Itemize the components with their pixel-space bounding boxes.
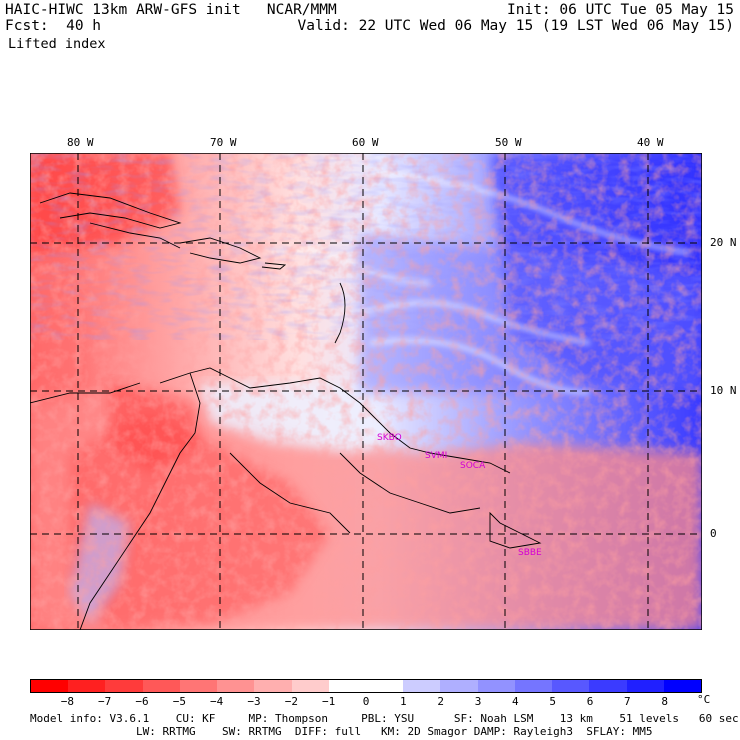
colorbar-tick-label: −8 [60,695,74,708]
colorbar-tick-label: −6 [135,695,149,708]
colorbar-swatch [440,680,478,692]
colorbar-swatch [477,680,515,692]
lon-label-50w: 50 W [495,136,522,149]
station-label: SOCA [460,461,486,471]
lon-label-70w: 70 W [210,136,237,149]
colorbar-swatch [626,680,664,692]
colorbar-tick-label: −3 [247,695,261,708]
colorbar-tick-label: 5 [549,695,556,708]
colorbar-tick-label: 3 [474,695,482,708]
colorbar-swatch [589,680,627,692]
colorbar-swatch [365,680,404,692]
colorbar-tick-label: 7 [624,695,631,708]
station-label: SBBE [518,548,542,558]
colorbar-tick-label: 1 [400,695,407,708]
colorbar-swatch [217,680,255,692]
colorbar-swatch [105,680,143,692]
colorbar-swatch [291,680,329,692]
product-title: HAIC-HIWC 13km ARW-GFS init NCAR/MMM [5,2,337,18]
lon-label-60w: 60 W [352,136,379,149]
colorbar-unit: °C [697,693,711,706]
colorbar-tick-label: 6 [586,695,594,708]
field-name: Lifted index [8,36,106,52]
colorbar-swatch [328,680,366,692]
lon-label-80w: 80 W [67,136,94,149]
forecast-hour: Fcst: 40 h [5,18,102,34]
lat-label-10n: 10 N [710,384,737,397]
colorbar-tick-label: 4 [512,695,519,708]
colorbar-tick-label: 8 [661,695,668,708]
colorbar-swatch [68,680,106,692]
lat-label-20n: 20 N [710,236,737,249]
colorbar [30,679,702,693]
colorbar-swatch [552,680,590,692]
model-info-line1: Model info: V3.6.1 CU: KF MP: Thompson P… [30,712,739,725]
colorbar-swatch [142,680,180,692]
colorbar-swatch [663,680,701,692]
colorbar-tick-label: −4 [210,695,224,708]
station-label: SVMI [425,451,447,461]
colorbar-tick-label: 2 [437,695,444,708]
colorbar-tick-label: −1 [322,695,336,708]
colorbar-tick-label: −5 [172,695,186,708]
colorbar-tick-label: −2 [284,695,298,708]
colorbar-swatch [179,680,218,692]
colorbar-swatch [254,680,292,692]
model-info-line2: LW: RRTMG SW: RRTMG DIFF: full KM: 2D Sm… [30,725,653,738]
station-label: SKBO [377,433,402,443]
lifted-index-map: SKBO SVMI SOCA SBBE [30,153,702,630]
colorbar-swatch [514,680,553,692]
init-time: Init: 06 UTC Tue 05 May 15 [507,2,734,18]
colorbar-swatch [31,680,69,692]
lon-label-40w: 40 W [637,136,664,149]
colorbar-tick-label: 0 [362,695,370,708]
lat-label-0: 0 [710,527,717,540]
valid-time: Valid: 22 UTC Wed 06 May 15 (19 LST Wed … [297,18,735,34]
colorbar-tick-label: −7 [98,695,112,708]
colorbar-swatch [403,680,441,692]
